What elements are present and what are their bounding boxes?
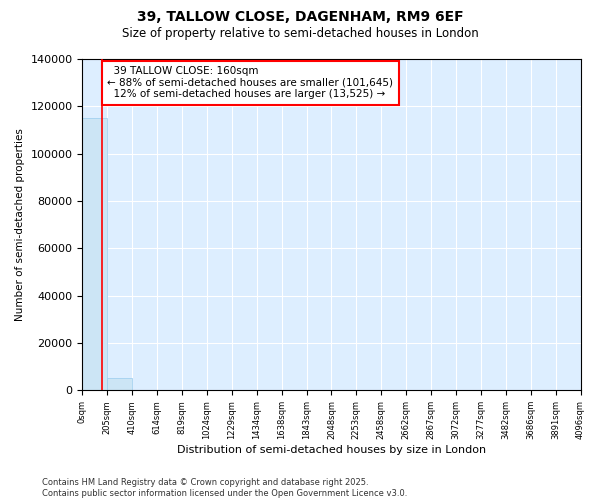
Y-axis label: Number of semi-detached properties: Number of semi-detached properties <box>15 128 25 321</box>
X-axis label: Distribution of semi-detached houses by size in London: Distribution of semi-detached houses by … <box>177 445 486 455</box>
Bar <box>107 378 132 390</box>
Text: Size of property relative to semi-detached houses in London: Size of property relative to semi-detach… <box>122 28 478 40</box>
Bar <box>82 118 107 390</box>
Text: 39 TALLOW CLOSE: 160sqm
← 88% of semi-detached houses are smaller (101,645)
  12: 39 TALLOW CLOSE: 160sqm ← 88% of semi-de… <box>107 66 394 100</box>
Text: 39, TALLOW CLOSE, DAGENHAM, RM9 6EF: 39, TALLOW CLOSE, DAGENHAM, RM9 6EF <box>137 10 463 24</box>
Text: Contains HM Land Registry data © Crown copyright and database right 2025.
Contai: Contains HM Land Registry data © Crown c… <box>42 478 407 498</box>
